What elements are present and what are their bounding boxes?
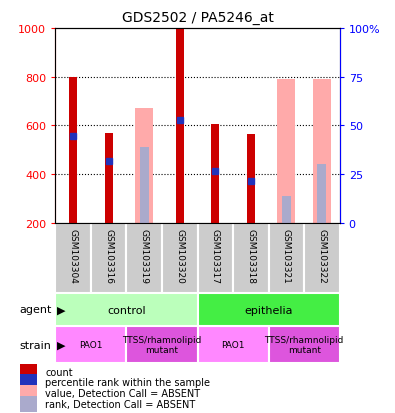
Bar [211,125,219,223]
Text: TTSS/rhamnolipid
mutant: TTSS/rhamnolipid mutant [122,335,201,354]
Text: GSM103322: GSM103322 [318,229,326,283]
Bar [269,326,340,363]
Text: PAO1: PAO1 [221,340,245,349]
Bar [105,133,113,223]
Bar [91,223,126,293]
Bar [20,364,37,380]
Text: ▶: ▶ [57,305,66,315]
Text: GSM103304: GSM103304 [69,229,77,283]
Text: rank, Detection Call = ABSENT: rank, Detection Call = ABSENT [45,399,195,409]
Bar [20,375,37,390]
Title: GDS2502 / PA5246_at: GDS2502 / PA5246_at [122,11,273,25]
Bar [55,326,126,363]
Text: GSM103316: GSM103316 [104,229,113,283]
Text: count: count [45,367,73,377]
Text: agent: agent [19,305,51,315]
Bar [247,135,255,223]
Bar [198,223,233,293]
Bar [140,148,149,223]
Text: control: control [107,305,146,315]
Bar [20,385,37,401]
Text: GSM103319: GSM103319 [140,229,149,283]
Text: PAO1: PAO1 [79,340,103,349]
Text: value, Detection Call = ABSENT: value, Detection Call = ABSENT [45,389,200,399]
Bar [233,223,269,293]
Text: strain: strain [19,340,51,350]
Text: percentile rank within the sample: percentile rank within the sample [45,377,210,387]
Bar [20,396,37,412]
Bar [282,196,291,223]
Bar [126,326,198,363]
Bar [126,223,162,293]
Text: epithelia: epithelia [245,305,293,315]
Bar [135,109,153,223]
Bar [198,293,340,326]
Bar [55,223,91,293]
Text: GSM103321: GSM103321 [282,229,291,283]
Text: TTSS/rhamnolipid
mutant: TTSS/rhamnolipid mutant [265,335,344,354]
Bar [55,293,198,326]
Text: GSM103320: GSM103320 [175,229,184,283]
Bar [162,223,198,293]
Text: ▶: ▶ [57,340,66,350]
Bar [198,326,269,363]
Bar [313,80,331,223]
Text: GSM103318: GSM103318 [246,229,255,283]
Bar [277,80,295,223]
Bar [69,77,77,223]
Bar [318,165,326,223]
Text: GSM103317: GSM103317 [211,229,220,283]
Bar [176,30,184,223]
Bar [304,223,340,293]
Bar [269,223,304,293]
